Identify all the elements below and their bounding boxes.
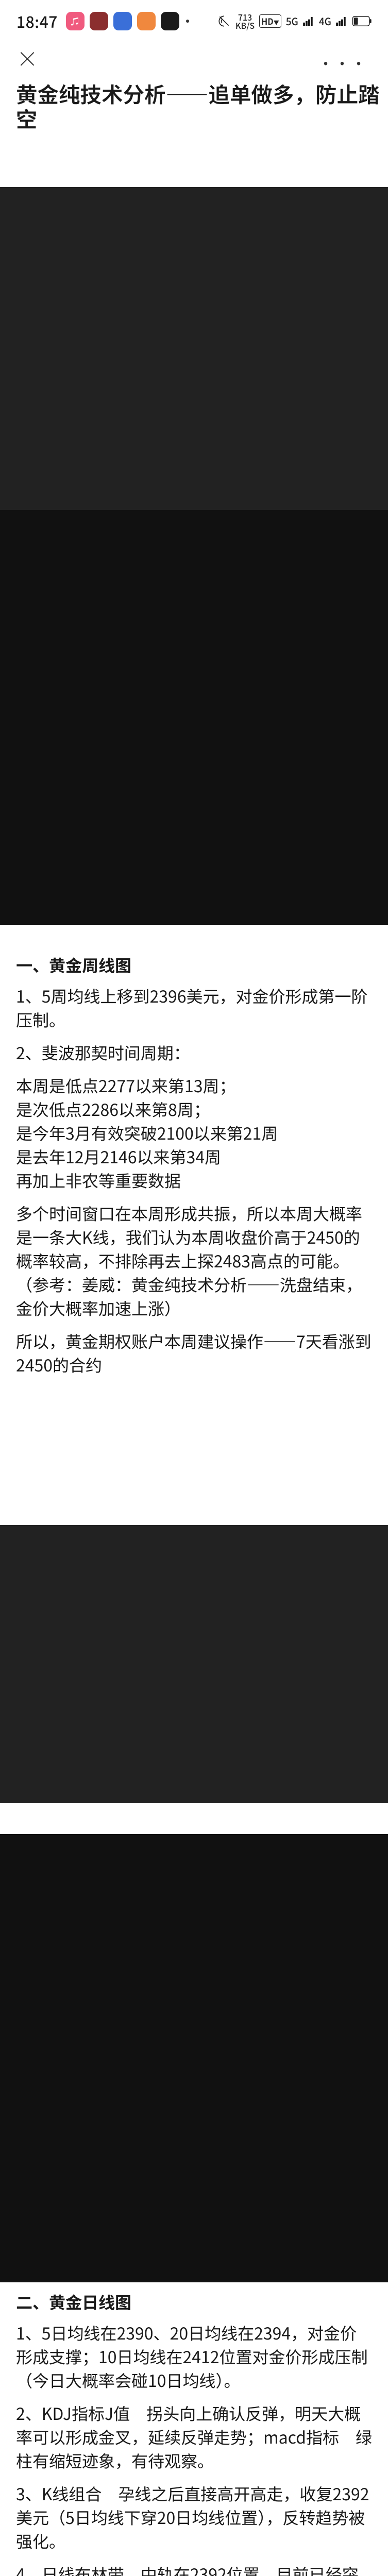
svg-text:♫: ♫ bbox=[71, 14, 79, 27]
